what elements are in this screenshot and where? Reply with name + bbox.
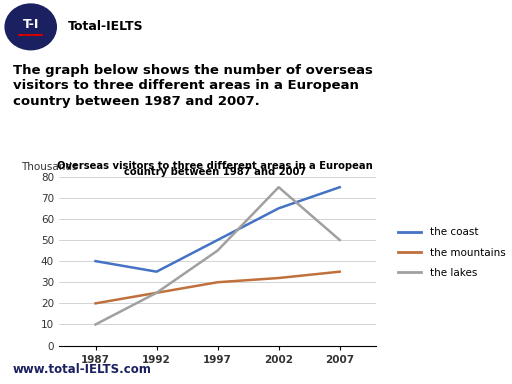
the coast xyxy=(215,238,221,242)
Text: country between 1987 and 2007.: country between 1987 and 2007. xyxy=(13,94,260,108)
the coast xyxy=(275,206,282,210)
the coast xyxy=(336,185,343,190)
Text: Total-IELTS: Total-IELTS xyxy=(68,20,143,33)
the lakes xyxy=(336,238,343,242)
Text: Overseas visitors to three different areas in a European: Overseas visitors to three different are… xyxy=(57,161,373,171)
Text: visitors to three different areas in a European: visitors to three different areas in a E… xyxy=(13,79,359,92)
Ellipse shape xyxy=(5,4,56,50)
the mountains xyxy=(154,290,160,295)
the lakes xyxy=(215,248,221,253)
Line: the lakes: the lakes xyxy=(96,187,339,324)
the lakes xyxy=(93,322,99,327)
the mountains xyxy=(336,270,343,274)
Text: Thousands: Thousands xyxy=(21,162,77,172)
Line: the coast: the coast xyxy=(96,187,339,272)
the lakes xyxy=(154,290,160,295)
Text: www.total-IELTS.com: www.total-IELTS.com xyxy=(13,363,152,376)
the mountains xyxy=(93,301,99,306)
the lakes xyxy=(275,185,282,190)
the mountains xyxy=(275,276,282,280)
Text: country between 1987 and 2007: country between 1987 and 2007 xyxy=(124,167,306,177)
Line: the mountains: the mountains xyxy=(96,272,339,303)
Text: The graph below shows the number of overseas: The graph below shows the number of over… xyxy=(13,64,373,77)
the mountains xyxy=(215,280,221,285)
the coast xyxy=(154,270,160,274)
Legend: the coast, the mountains, the lakes: the coast, the mountains, the lakes xyxy=(394,223,509,282)
Text: T-I: T-I xyxy=(23,18,39,31)
the coast xyxy=(93,259,99,263)
